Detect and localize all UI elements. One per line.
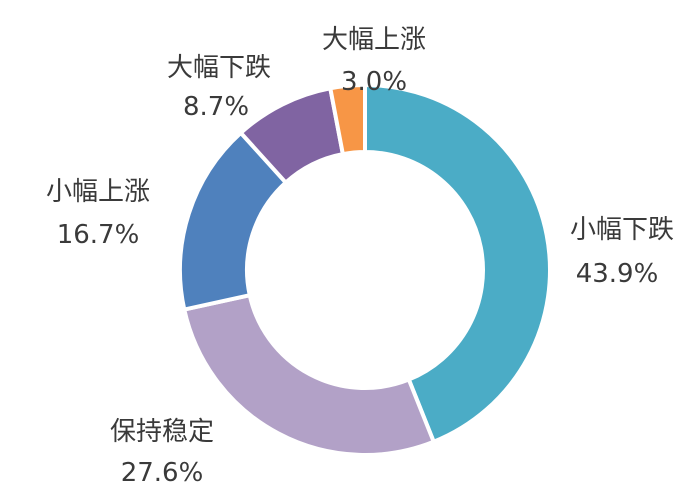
donut-slices: [178, 82, 552, 457]
slice-name-stable: 保持稳定: [110, 417, 214, 447]
donut-slice-small-decline: [363, 82, 552, 445]
slice-label-stable: 保持稳定 27.6%: [110, 417, 214, 488]
slice-label-small-decline: 小幅下跌 43.9%: [570, 215, 674, 289]
slice-label-big-rise: 大幅上涨 3.0%: [322, 25, 426, 97]
slice-value-small-decline: 43.9%: [576, 259, 659, 289]
donut-slice-stable: [181, 292, 437, 457]
slice-value-big-decline: 8.7%: [183, 92, 249, 122]
slice-value-big-rise: 3.0%: [341, 67, 407, 97]
slice-label-small-rise: 小幅上涨 16.7%: [46, 177, 150, 250]
slice-name-small-rise: 小幅上涨: [46, 177, 150, 207]
slice-label-big-decline: 大幅下跌 8.7%: [167, 53, 271, 122]
slice-name-big-decline: 大幅下跌: [167, 53, 271, 83]
slice-name-big-rise: 大幅上涨: [322, 25, 426, 55]
slice-name-small-decline: 小幅下跌: [570, 215, 674, 245]
slice-value-stable: 27.6%: [121, 458, 204, 488]
slice-value-small-rise: 16.7%: [57, 220, 140, 250]
donut-slice-big-rise: [327, 82, 367, 157]
